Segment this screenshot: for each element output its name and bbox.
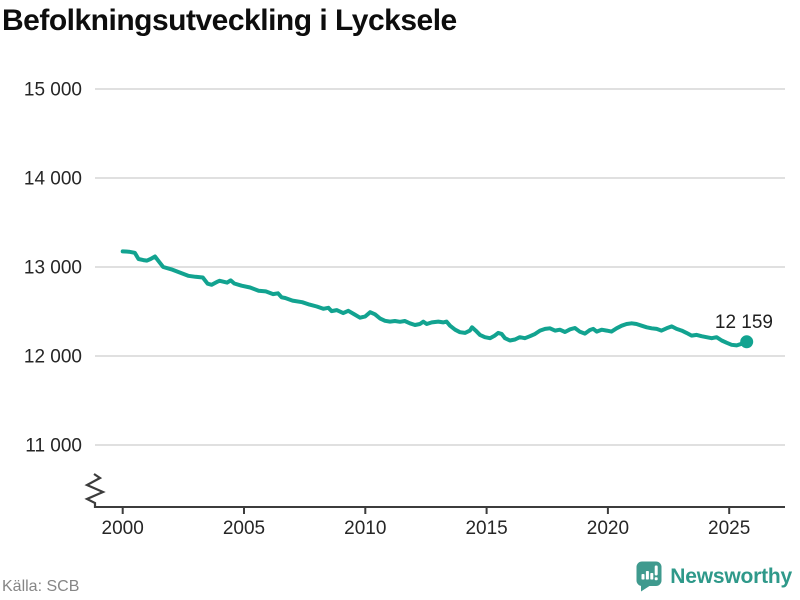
x-tick-label: 2000: [102, 518, 144, 539]
newsworthy-bubble-chart-icon: [636, 561, 662, 592]
newsworthy-logo[interactable]: Newsworthy: [636, 561, 792, 592]
x-tick-label: 2005: [223, 518, 265, 539]
source-label: Källa: SCB: [2, 578, 80, 595]
x-tick-label: 2020: [587, 518, 629, 539]
y-tick-label: 15 000: [24, 80, 82, 101]
latest-point-marker: [740, 335, 754, 349]
population-line: [120, 249, 749, 348]
x-tick-label: 2010: [344, 518, 386, 539]
axis-break-icon: [84, 473, 106, 508]
y-tick-label: 12 000: [24, 347, 82, 368]
page-title: Befolkningsutveckling i Lycksele: [2, 4, 457, 37]
y-tick-label: 14 000: [24, 169, 82, 190]
y-tick-label: 13 000: [24, 258, 82, 279]
x-tick-label: 2015: [465, 518, 507, 539]
latest-value-label: 12 159: [715, 312, 773, 333]
y-tick-label: 11 000: [25, 436, 82, 457]
brand-name: Newsworthy: [670, 564, 792, 588]
x-tick-label: 2025: [708, 518, 750, 539]
